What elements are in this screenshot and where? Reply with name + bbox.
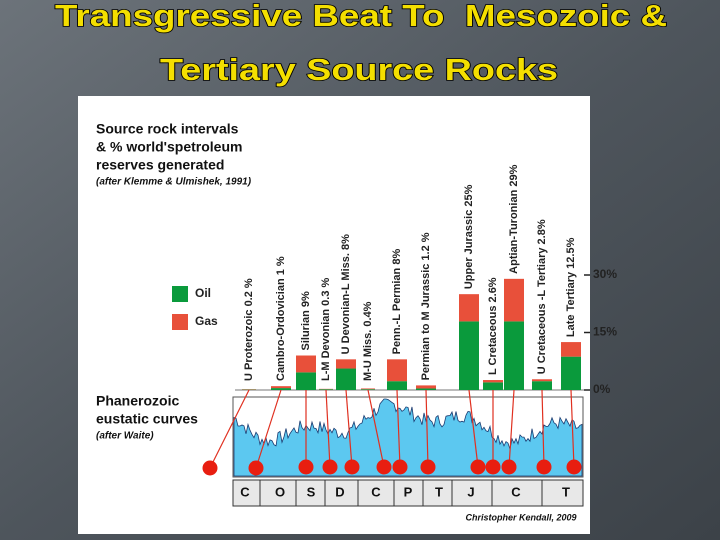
heading: & % world'spetroleum [96,139,242,155]
bar-segment [504,321,524,390]
title-line: Tertiary Source Rocks [160,52,558,87]
bar-segment [387,359,407,382]
period-label: C [511,484,521,499]
connector [325,389,331,468]
connector [425,389,429,468]
marker-dot [202,460,218,476]
legend-swatch [172,286,188,302]
credit: Christopher Kendall, 2009 [465,512,576,522]
bar-segment [361,388,375,390]
category-label: L Cretaceous 2.6% [487,277,499,375]
legend-label: Oil [195,286,211,300]
marker-dot [536,459,552,475]
bar-segment [387,381,407,390]
connector [508,389,515,468]
period-label: P [404,484,413,499]
bar-segment [459,321,479,390]
connector [367,389,385,468]
eustatic-title: Phanerozoic [96,393,179,409]
bar-segment [532,381,552,390]
marker-dot [420,459,436,475]
y-tick-label: 15% [593,325,617,339]
category-label: Aptian-Turonian 29% [508,164,520,273]
period-strip [232,479,584,507]
period-label: D [335,484,344,499]
heading: Source rock intervals [96,121,239,137]
marker-dot [485,459,501,475]
eustatic-source: (after Waite) [96,431,154,442]
bar-segment [416,385,436,389]
connector [396,389,401,468]
marker-dot [376,459,392,475]
source: (after Klemme & Ulmishek, 1991) [96,177,252,188]
eustatic-curve [233,398,583,477]
period-label: T [562,484,570,499]
connector [255,389,282,469]
category-label: Penn.-L Permian 8% [391,249,403,355]
marker-dot [248,460,264,476]
marker-dot [322,459,338,475]
bar-segment [416,388,436,390]
legend-swatch [172,314,188,330]
category-label: Late Tertiary 12.5% [565,237,577,337]
heading: reserves generated [96,157,224,173]
title-line: Transgressive Beat To Mesozoic & [55,0,667,33]
category-label: Silurian 9% [300,291,312,351]
marker-dot [501,459,517,475]
period-label: C [371,484,381,499]
bar-segment [483,380,503,383]
bar-segment [532,379,552,382]
marker-dot [566,459,582,475]
marker-dot [298,459,314,475]
period-label: J [467,484,474,499]
category-label: U Cretaceous -L Tertiary 2.8% [536,219,548,374]
bar-segment [504,278,524,322]
period-label: O [275,484,285,499]
bar-segment [296,372,316,390]
category-label: Upper Jurassic 25% [463,184,475,289]
marker-dot [470,459,486,475]
bar-segment [336,368,356,390]
category-label: U Proterozoic 0.2 % [243,278,255,381]
y-tick-label: 0% [593,382,611,396]
connector [570,389,575,468]
bar-segment [361,389,375,390]
bar-segment [319,389,333,390]
connector [345,389,353,468]
eustatic-title: eustatic curves [96,411,198,427]
bar-segment [483,382,503,390]
marker-dot [392,459,408,475]
period-label: T [435,484,443,499]
bar-segment [296,355,316,373]
bar-segment [271,386,291,389]
bar-segment [561,342,581,357]
y-tick-label: 30% [593,267,617,281]
category-label: Permian to M Jurassic 1.2 % [420,232,432,380]
category-label: M-U Miss. 0.4% [362,301,374,381]
bar-segment [336,359,356,369]
period-label: S [307,484,316,499]
category-label: U Devonian-L Miss. 8% [340,234,352,354]
connector [541,389,545,468]
bar-segment [459,294,479,322]
period-label: C [240,484,250,499]
legend-label: Gas [195,314,218,328]
connector [209,389,250,469]
category-label: Cambro-Ordovician 1 % [275,256,287,381]
connector [468,389,479,468]
bar-segment [271,388,291,390]
category-label: L-M Devonian 0.3 % [320,277,332,381]
marker-dot [344,459,360,475]
bar-segment [561,356,581,390]
